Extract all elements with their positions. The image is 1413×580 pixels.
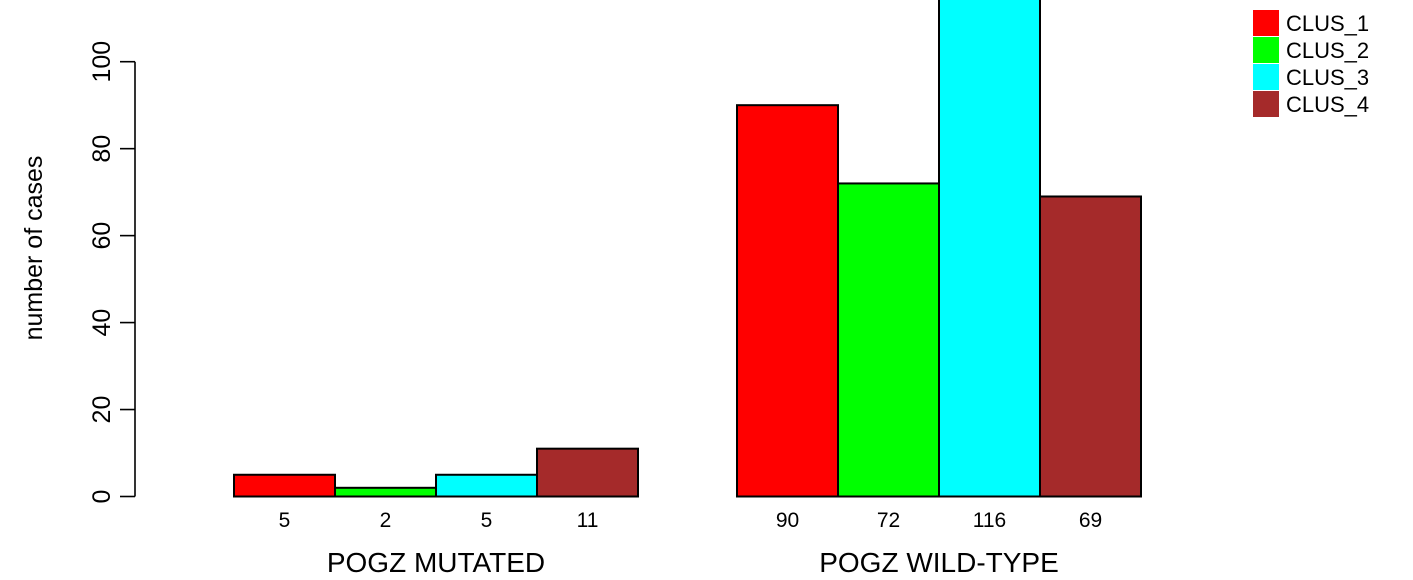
bar-clus_2: [837, 182, 940, 498]
legend-label-clus_1: CLUS_1: [1286, 11, 1369, 36]
bar-value-label: 5: [481, 509, 493, 532]
bar-clus_4: [1039, 195, 1142, 498]
y-axis-label: number of cases: [20, 156, 48, 341]
legend-label-clus_2: CLUS_2: [1286, 38, 1369, 63]
y-tick-label: 60: [88, 222, 116, 250]
y-tick-label: 40: [88, 309, 116, 337]
bar-clus_3: [938, 0, 1041, 498]
bars: [233, 0, 1142, 498]
bar-clus_4: [536, 447, 639, 498]
legend-swatch-clus_3: [1253, 64, 1279, 90]
y-axis: 0 20 40 60 80 100: [88, 41, 136, 504]
bar-clus_1: [736, 104, 839, 498]
bar-clus_2: [334, 486, 437, 498]
bar-value-label: 116: [973, 509, 1006, 532]
legend-swatch-clus_1: [1253, 10, 1279, 36]
group-label: POGZ MUTATED: [327, 547, 545, 578]
y-tick-label: 0: [88, 490, 116, 504]
group-labels: POGZ MUTATED POGZ WILD-TYPE: [327, 547, 1059, 578]
group-label: POGZ WILD-TYPE: [819, 547, 1059, 578]
bar-value-label: 2: [380, 509, 392, 532]
legend-label-clus_4: CLUS_4: [1286, 92, 1369, 117]
legend-label-clus_3: CLUS_3: [1286, 65, 1369, 90]
bar-value-label: 90: [776, 509, 799, 532]
bar-value-label: 11: [577, 509, 599, 532]
y-tick-label: 100: [88, 41, 116, 83]
legend-swatch-clus_2: [1253, 37, 1279, 63]
y-tick-label: 80: [88, 135, 116, 163]
value-labels: 5 2 5 11 90 72 116 69: [279, 509, 1103, 532]
bar-value-label: 72: [877, 509, 900, 532]
y-tick-label: 20: [88, 396, 116, 424]
bar-value-label: 5: [279, 509, 291, 532]
bar-clus_1: [233, 473, 336, 498]
bar-value-label: 69: [1079, 509, 1102, 532]
legend-swatch-clus_4: [1253, 91, 1279, 117]
bar-clus_3: [435, 473, 538, 498]
